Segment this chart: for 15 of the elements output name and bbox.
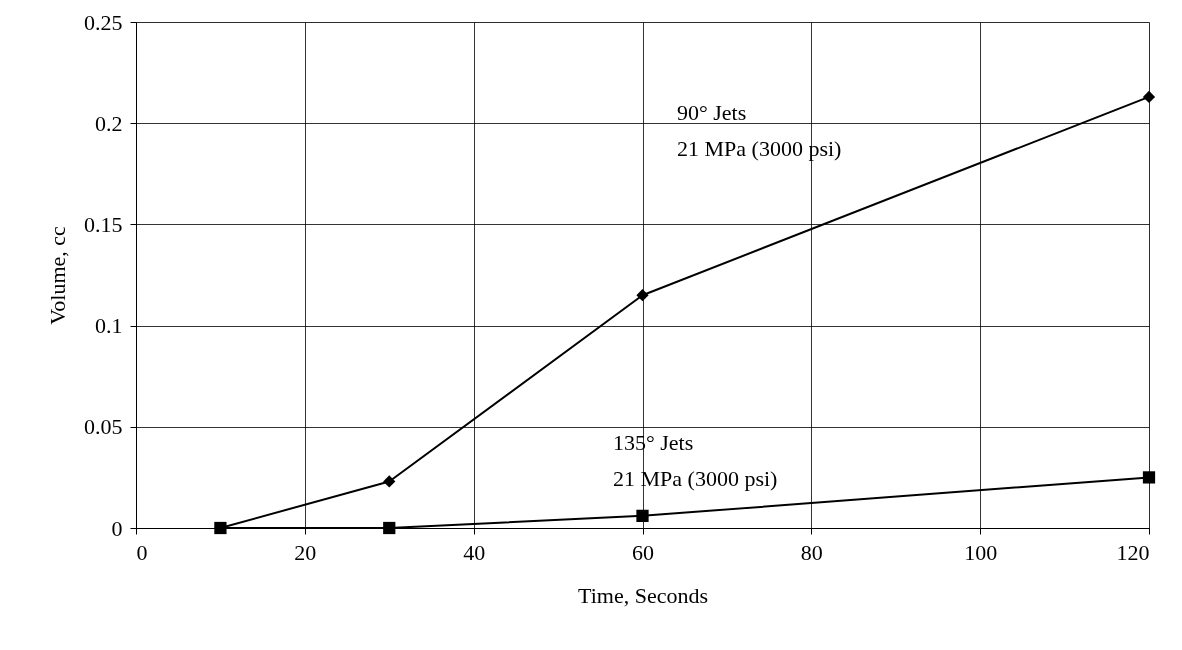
x-tick-label: 60 (632, 539, 654, 565)
y-tick-label: 0.2 (95, 110, 123, 136)
x-tick-label: 0 (136, 539, 148, 565)
y-axis-title: Volume, cc (45, 225, 70, 325)
x-tick-label: 80 (800, 539, 823, 565)
x-tick-label: 100 (964, 539, 998, 565)
x-tick-label: 120 (1116, 539, 1150, 565)
x-tick-label: 40 (463, 539, 486, 565)
y-tick-label: 0.25 (84, 9, 123, 35)
y-tick-label: 0.05 (84, 414, 123, 440)
x-tick-label: 20 (294, 539, 317, 565)
x-axis-title: Time, Seconds (578, 582, 708, 608)
y-tick-label: 0 (111, 515, 123, 541)
y-tick-label: 0.15 (84, 211, 123, 237)
y-tick-label: 0.1 (95, 313, 123, 339)
